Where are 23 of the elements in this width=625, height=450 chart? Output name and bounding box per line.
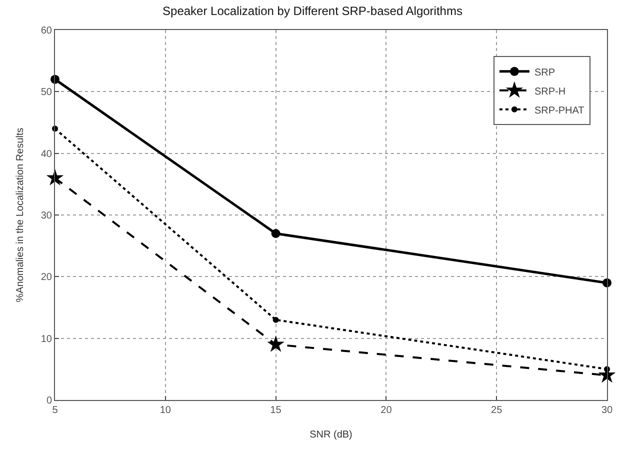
x-axis-title: SNR (dB): [310, 430, 352, 440]
x-tick-label: 20: [380, 405, 392, 416]
legend-label: SRP-H: [534, 86, 566, 98]
y-tick-label: 60: [40, 26, 52, 36]
x-tick-label: 15: [270, 405, 282, 416]
point: [272, 316, 279, 323]
x-tick-label: 10: [160, 405, 172, 416]
y-tick-label: 50: [40, 87, 52, 98]
y-tick-label: 10: [40, 334, 52, 345]
x-tick-label: 30: [601, 405, 613, 416]
chart-title: Speaker Localization by Different SRP-based Algorithms: [162, 4, 462, 18]
legend-label: SRP: [534, 67, 556, 78]
point: [267, 335, 284, 352]
y-tick-label: 30: [40, 210, 52, 222]
y-tick-label: 20: [40, 272, 52, 284]
legend-label: SRP-PHAT: [534, 105, 584, 116]
x-tick-label: 5: [52, 405, 58, 416]
x-tick-label: 25: [491, 405, 503, 416]
y-axis-title: %Anomalies in the Localization Results: [14, 128, 26, 302]
y-tick-label: 40: [40, 148, 52, 160]
point: [271, 229, 280, 238]
y-tick-label: 0: [46, 396, 52, 406]
point: [46, 168, 64, 186]
